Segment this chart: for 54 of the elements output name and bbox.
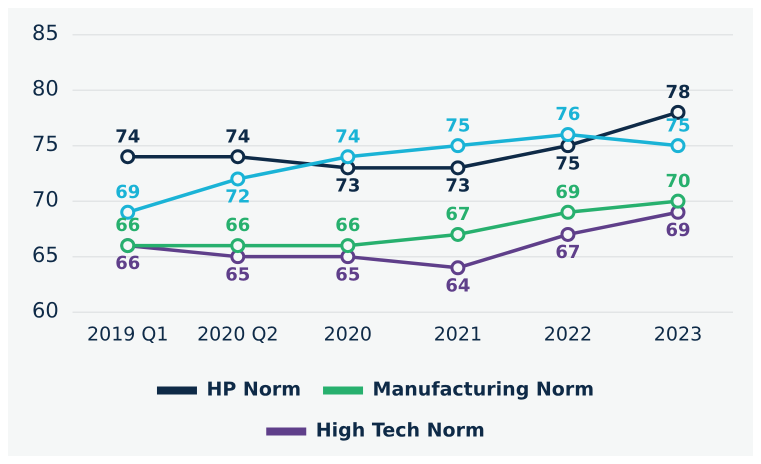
y-tick-label: 60 <box>32 298 59 323</box>
point <box>670 194 686 209</box>
point <box>450 260 466 276</box>
x-tick-label: 2022 <box>544 324 592 346</box>
data-label: 76 <box>555 104 580 126</box>
x-tick-label: 2023 <box>654 324 702 346</box>
point <box>120 149 136 164</box>
data-label: 72 <box>225 186 250 208</box>
x-tick-label: 2021 <box>434 324 482 346</box>
legend-label: High Tech Norm <box>316 419 485 442</box>
point <box>450 138 466 154</box>
legend-label: HP Norm <box>206 378 302 400</box>
data-label: 70 <box>665 170 691 192</box>
point <box>230 171 246 186</box>
point <box>340 149 356 164</box>
data-label: 66 <box>225 215 250 236</box>
point <box>340 238 356 254</box>
point <box>230 149 246 164</box>
data-label: 65 <box>225 264 250 286</box>
data-label: 69 <box>115 182 140 203</box>
data-label: 66 <box>115 215 140 236</box>
data-label: 75 <box>555 153 580 174</box>
point <box>560 204 576 220</box>
data-label: 69 <box>555 182 580 203</box>
data-label: 73 <box>445 176 470 197</box>
data-label: 69 <box>665 220 691 241</box>
data-label: 74 <box>115 126 140 148</box>
data-label: 74 <box>335 126 360 148</box>
legend-label: Manufacturing Norm <box>372 378 594 400</box>
y-tick-label: 85 <box>32 21 59 46</box>
data-label: 66 <box>115 253 140 274</box>
x-tick-label: 2019 Q1 <box>87 324 168 346</box>
y-tick-label: 70 <box>32 188 59 212</box>
point <box>450 226 466 242</box>
point <box>560 226 576 242</box>
data-label: 65 <box>335 264 360 286</box>
data-label: 78 <box>665 82 691 103</box>
data-label: 67 <box>445 204 470 226</box>
y-tick-label: 80 <box>32 76 59 101</box>
data-label: 73 <box>335 176 360 197</box>
x-tick-label: 2020 Q2 <box>197 324 279 346</box>
point <box>230 238 246 254</box>
point <box>450 160 466 176</box>
y-tick-label: 75 <box>32 132 59 156</box>
point <box>560 127 576 142</box>
data-label: 75 <box>445 115 470 136</box>
data-label: 64 <box>445 275 470 296</box>
point <box>670 138 686 154</box>
data-label: 66 <box>335 215 360 236</box>
data-label: 75 <box>665 115 691 136</box>
y-tick-label: 65 <box>32 243 59 268</box>
data-label: 67 <box>555 242 580 264</box>
data-label: 74 <box>225 126 250 148</box>
x-tick-label: 2020 <box>324 324 372 346</box>
